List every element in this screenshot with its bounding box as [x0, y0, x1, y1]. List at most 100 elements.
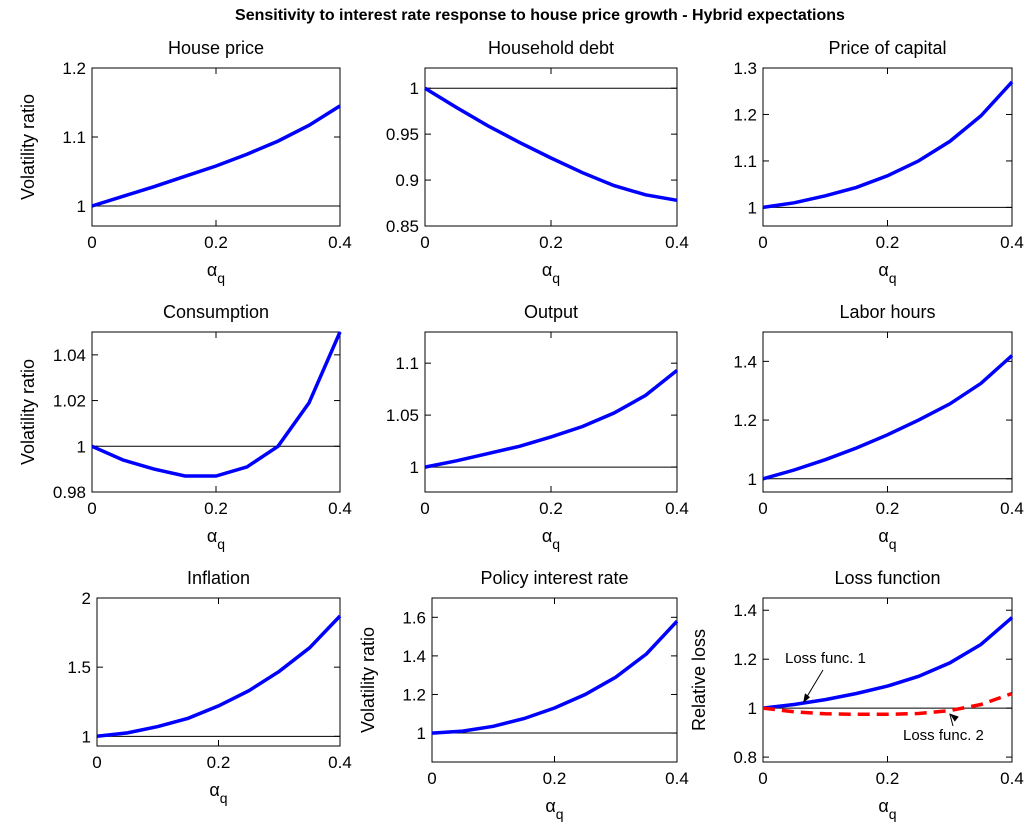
x-tick-label: 0: [92, 753, 101, 772]
x-axis-label: αq: [542, 526, 560, 552]
y-tick-label: 1.2: [733, 650, 757, 669]
y-tick-label: 1: [748, 470, 757, 489]
y-tick-label: 0.8: [733, 748, 757, 767]
subplot-title: Consumption: [163, 302, 269, 322]
x-axis-label-symbol: α: [878, 796, 888, 816]
annotation: Loss func. 1: [785, 650, 866, 667]
subplot: Price of capital αq 0 0.2 0.4 1 1.1 1.2 1.3: [733, 38, 1023, 286]
x-tick-label: 0.2: [876, 769, 900, 788]
x-tick-label: 0.2: [876, 233, 900, 252]
x-axis-label-subscript: q: [889, 536, 897, 552]
x-axis-label-subscript: q: [552, 270, 560, 286]
x-axis-label-symbol: α: [542, 260, 552, 280]
data-line: [91, 104, 341, 208]
y-tick-label: 1.2: [733, 105, 757, 124]
x-axis-label-symbol: α: [207, 526, 217, 546]
x-tick-label: 0.4: [328, 499, 352, 518]
x-tick-label: 0.2: [539, 233, 563, 252]
y-tick-label: 1: [410, 458, 419, 477]
subplot: Labor hours αq 0 0.2 0.4 1 1.2 1.4: [733, 302, 1023, 552]
x-axis-label: αq: [209, 780, 227, 806]
subplot: Inflation αq 0 0.2 0.4 1 1.5 2: [67, 568, 351, 806]
x-tick-label: 0.2: [207, 753, 231, 772]
y-tick-label: 1.2: [62, 59, 86, 78]
y-tick-label: 1.1: [733, 152, 757, 171]
x-tick-label: 0: [758, 769, 767, 788]
subplot: Output αq 0 0.2 0.4 1 1.05 1.1: [386, 302, 689, 552]
x-tick-label: 0: [758, 499, 767, 518]
y-axis-label: Volatility ratio: [18, 94, 38, 200]
x-axis-label-symbol: α: [542, 526, 552, 546]
y-tick-label: 1: [77, 197, 86, 216]
subplot-title: Loss function: [834, 568, 940, 588]
y-tick-label: 1.2: [733, 411, 757, 430]
y-tick-label: 1.04: [53, 346, 86, 365]
x-axis-label-subscript: q: [556, 806, 564, 822]
y-tick-label: 1.05: [386, 406, 419, 425]
y-tick-label: 1.4: [733, 352, 757, 371]
x-tick-label: 0.4: [1000, 233, 1024, 252]
x-tick-label: 0: [87, 499, 96, 518]
y-tick-label: 1: [748, 699, 757, 718]
y-tick-label: 0.9: [395, 171, 419, 190]
x-tick-label: 0.4: [665, 499, 689, 518]
y-tick-label: 1: [410, 79, 419, 98]
x-tick-label: 0.4: [1000, 499, 1024, 518]
x-axis-label-subscript: q: [217, 270, 225, 286]
subplot-title: Household debt: [488, 38, 614, 58]
x-axis-label-subscript: q: [889, 270, 897, 286]
x-axis-label-subscript: q: [217, 536, 225, 552]
x-tick-label: 0: [87, 233, 96, 252]
x-axis-label-symbol: α: [207, 260, 217, 280]
data-line: [96, 614, 342, 739]
x-axis-label-subscript: q: [889, 806, 897, 822]
data-line: [762, 691, 1013, 717]
data-line: [91, 331, 342, 478]
subplot-title: Policy interest rate: [480, 568, 628, 588]
x-tick-label: 0.2: [543, 769, 567, 788]
x-axis-label: αq: [207, 526, 225, 552]
x-axis-label-symbol: α: [209, 780, 219, 800]
y-tick-label: 1.02: [53, 392, 86, 411]
x-axis-label-symbol: α: [878, 260, 888, 280]
y-tick-label: 1.4: [402, 647, 426, 666]
x-tick-label: 0.2: [204, 499, 228, 518]
y-tick-label: 1.5: [67, 658, 91, 677]
y-tick-label: 1: [417, 724, 426, 743]
x-tick-label: 0.4: [665, 233, 689, 252]
x-tick-label: 0.4: [665, 769, 689, 788]
x-axis-label: αq: [545, 796, 563, 822]
x-tick-label: 0.2: [876, 499, 900, 518]
figure-title: Sensitivity to interest rate response to…: [235, 7, 845, 24]
subplot: House price Volatility ratio αq 0 0.2 0.4 1 1.1…: [18, 38, 352, 286]
subplot: Household debt αq 0 0.2 0.4 0.85 0.9 0.95 1: [386, 38, 689, 286]
data-line: [762, 354, 1014, 481]
subplot-title: Output: [524, 302, 578, 322]
x-tick-label: 0.4: [1000, 769, 1024, 788]
subplot-title: Inflation: [187, 568, 250, 588]
y-tick-label: 1.1: [395, 354, 419, 373]
x-tick-label: 0.2: [539, 499, 563, 518]
data-line: [762, 616, 1014, 710]
y-tick-label: 1.3: [733, 59, 757, 78]
x-axis-label: αq: [878, 260, 896, 286]
data-line: [431, 620, 679, 735]
arrow-head: [803, 693, 810, 704]
y-axis-label: Volatility ratio: [18, 359, 38, 465]
y-tick-label: 0.85: [386, 217, 419, 236]
subplot-title: Labor hours: [839, 302, 935, 322]
y-tick-label: 1.4: [733, 601, 757, 620]
data-line: [424, 369, 679, 469]
x-axis-label-symbol: α: [545, 796, 555, 816]
subplot-title: Price of capital: [828, 38, 946, 58]
x-axis-label: αq: [878, 526, 896, 552]
data-line: [424, 86, 678, 203]
subplot: Policy interest rate Volatility ratio αq 0 0…: [358, 568, 689, 822]
y-tick-label: 1: [77, 437, 86, 456]
x-axis-label-symbol: α: [878, 526, 888, 546]
subplot: Loss function Relative loss αq 0 0.2 0.4 0.8 1 1…: [689, 568, 1024, 822]
x-tick-label: 0.2: [204, 233, 228, 252]
annotation: Loss func. 2: [903, 727, 984, 744]
